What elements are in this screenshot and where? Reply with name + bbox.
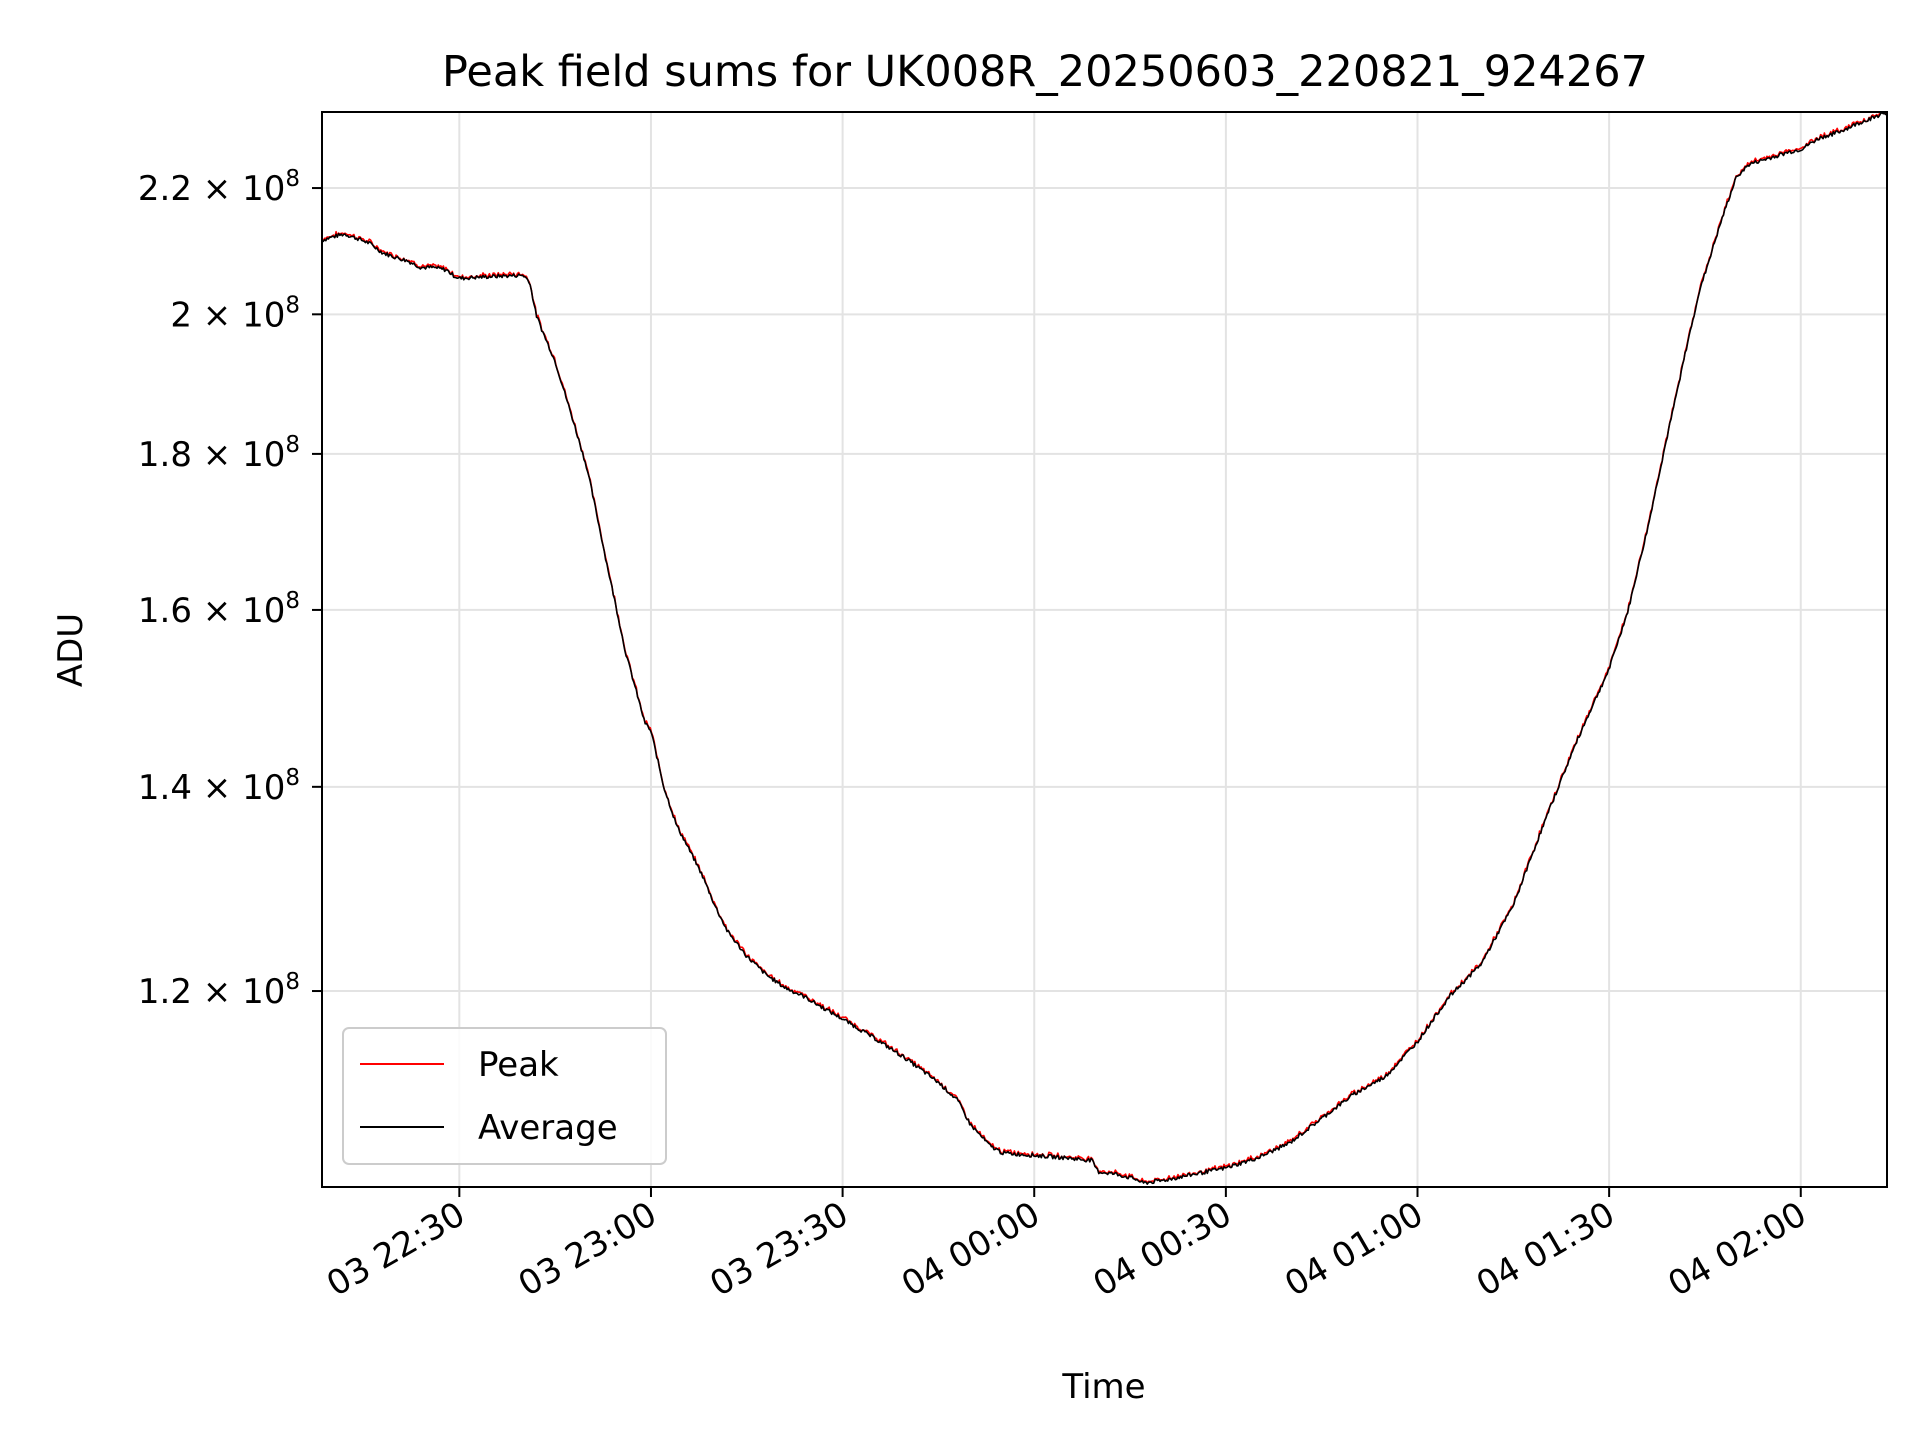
x-axis-label: Time — [1061, 1367, 1145, 1407]
legend-peak-label: Peak — [478, 1045, 559, 1085]
y-tick-label: 1.4 × 108 — [138, 765, 300, 808]
y-tick-label: 1.8 × 108 — [138, 432, 300, 475]
y-tick-label: 2.2 × 108 — [138, 166, 300, 209]
y-tick-label: 1.6 × 108 — [138, 588, 300, 631]
y-tick-label: 2 × 108 — [170, 292, 300, 335]
y-tick-label: 1.2 × 108 — [138, 969, 300, 1012]
series-average-line — [322, 112, 1887, 1185]
legend: Peak Average — [342, 1027, 667, 1165]
chart-title: Peak field sums for UK008R_20250603_2208… — [442, 47, 1648, 97]
y-axis-label: ADU — [51, 613, 91, 687]
legend-average-label: Average — [478, 1108, 618, 1148]
legend-box — [342, 1027, 667, 1165]
plot-area — [322, 112, 1887, 1185]
y-axis: 1.2 × 108 1.4 × 108 1.6 × 108 1.8 × 108 2 × … — [138, 166, 322, 1012]
axes-frame — [321, 111, 1888, 1188]
